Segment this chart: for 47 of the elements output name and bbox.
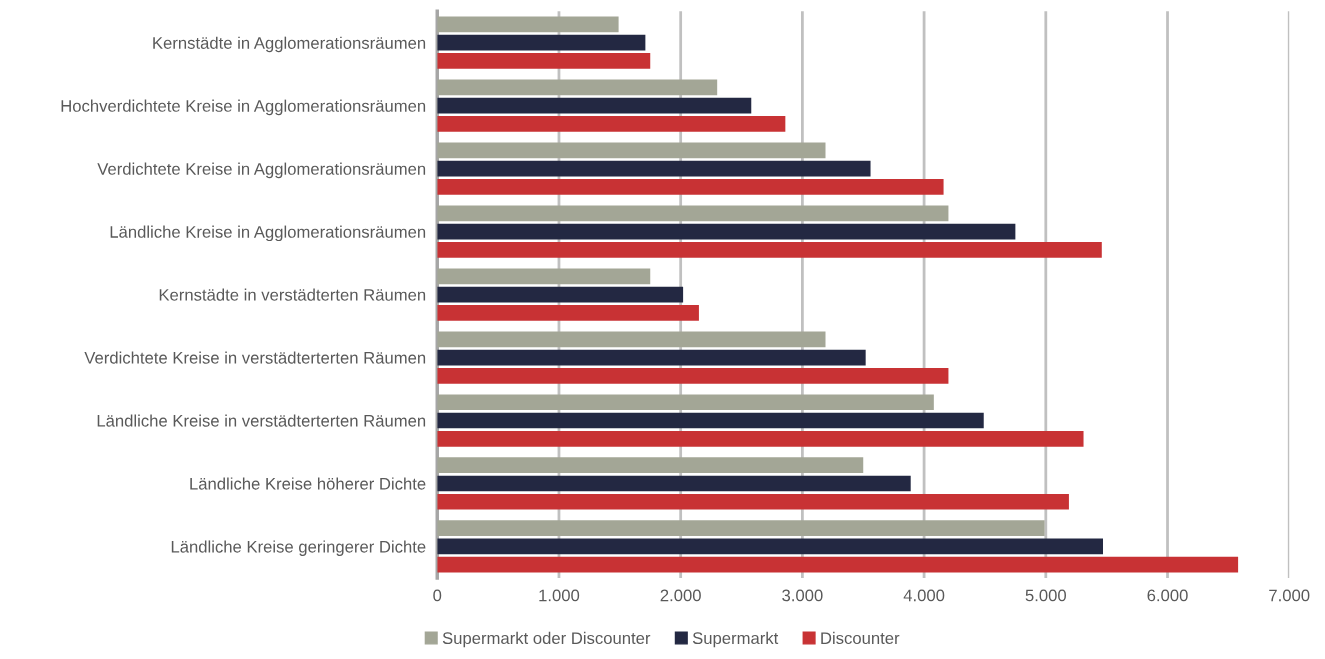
legend-label: Supermarkt oder Discounter [442,631,651,648]
y-tick-label: Kernstädte in verstädterten Räumen [159,288,426,301]
bar [437,242,1102,258]
bar [437,304,699,321]
x-tick-label: 7.000 [1269,589,1310,602]
bar [437,286,684,303]
y-tick-label: Ländliche Kreise in Agglomerationsräumen [110,225,426,242]
bar [437,475,911,492]
x-tick-label: 0 [433,589,442,602]
y-tick-label: Verdichtete Kreise in verstädterterten Räumen [84,351,426,364]
bar [437,160,871,177]
bar [437,367,949,384]
bar [437,493,1069,510]
y-tick-label: Ländliche Kreise höherer Dichte [190,477,426,490]
y-tick-label: Verdichtete Kreise in Agglomerationsräumen [97,162,426,179]
x-tick-label: 3.000 [782,589,823,602]
x-tick-label: 1.000 [539,589,580,602]
bar [437,412,984,429]
bar [437,394,934,411]
legend-label: Discounter [821,631,900,645]
x-tick-label: 6.000 [1147,589,1188,602]
bar [437,268,651,285]
bar [437,538,1104,555]
bar [437,556,1239,573]
bar [437,97,752,114]
y-tick-label: Ländliche Kreise geringerer Dichte [171,540,426,556]
bar [437,142,826,159]
bar [437,457,864,474]
x-tick-label: 5.000 [1025,589,1067,602]
bar [437,205,949,222]
bar [437,520,1045,537]
bar [437,179,944,195]
bar [437,331,826,348]
bar [437,223,1016,240]
bar [437,16,619,33]
x-tick-label: 2.000 [660,589,701,602]
x-tick-label: 4.000 [903,589,945,602]
legend-label: Supermarkt [692,631,779,648]
bar [437,34,646,51]
y-tick-label: Ländliche Kreise in verstädterterten Räumen [97,414,426,427]
y-tick-label: Kernstädte in Agglomerationsräumen [153,36,426,53]
bar [437,116,786,132]
bar [437,349,866,366]
bar [437,53,651,69]
y-tick-label: Hochverdichtete Kreise in Agglomerationsräumen [61,99,426,116]
bar [437,79,718,96]
bar [437,430,1084,447]
